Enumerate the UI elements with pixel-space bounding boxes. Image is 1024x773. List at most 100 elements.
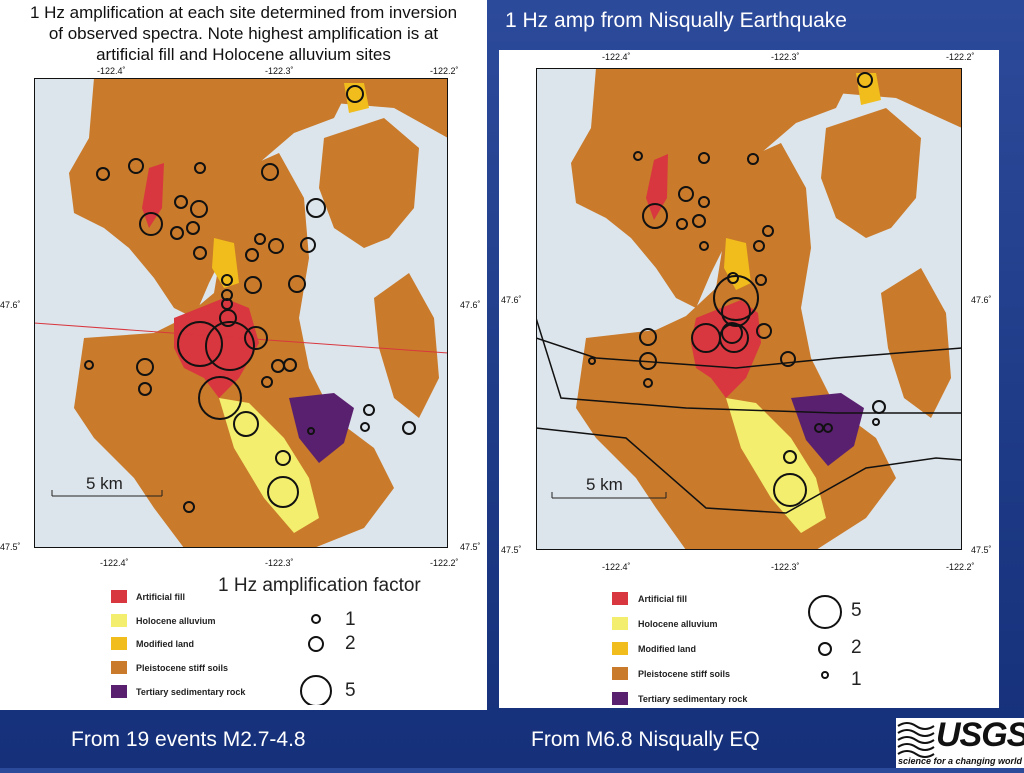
site-circle: [823, 423, 833, 433]
right-lon-tick-bottom-2: -122.3˚: [771, 562, 800, 572]
site-circle: [755, 274, 767, 286]
site-circle: [221, 298, 233, 310]
legend-label: Holocene alluvium: [638, 619, 718, 629]
site-circle: [136, 358, 154, 376]
site-circle: [186, 221, 200, 235]
site-circle: [245, 248, 259, 262]
site-circle: [642, 203, 668, 229]
legend-circle-label-1: 1: [345, 609, 356, 630]
right-lon-tick-top-2: -122.3˚: [771, 52, 800, 62]
legend-label: Pleistocene stiff soils: [136, 663, 229, 673]
site-circle: [588, 357, 596, 365]
site-circle: [233, 411, 259, 437]
site-circle: [721, 322, 743, 344]
site-circle: [402, 421, 416, 435]
profile-line: [34, 322, 448, 354]
profile-line-1: [536, 337, 962, 369]
left-title-line-2: of observed spectra. Note highest amplif…: [48, 24, 439, 43]
left-lon-tick-top-3: -122.2˚: [430, 66, 459, 76]
legend-circle-5: [300, 675, 332, 705]
legend-swatch-modified-land: [111, 637, 127, 650]
legend-swatch-modified-land: [612, 642, 628, 655]
scale-bar-label: 5 km: [586, 475, 623, 494]
legend-circle-scale: [300, 614, 332, 705]
left-lon-tick-bottom-2: -122.3˚: [265, 558, 294, 568]
holocene-alluvium-area: [219, 398, 319, 533]
profile-line-3: [536, 427, 962, 514]
site-circle: [198, 376, 242, 420]
site-circle: [244, 326, 268, 350]
right-caption: From M6.8 Nisqually EQ: [531, 728, 760, 751]
site-circle: [190, 200, 208, 218]
pleistocene-north: [69, 78, 354, 318]
left-title-line-1: 1 Hz amplification at each site determin…: [29, 3, 458, 22]
legend-swatch-pleistocene: [111, 661, 127, 674]
frame: [34, 78, 448, 548]
site-circle: [678, 186, 694, 202]
site-circle: [174, 195, 188, 209]
site-circles: [588, 72, 886, 507]
slide-title: 1 Hz amp from Nisqually Earthquake: [505, 9, 847, 32]
site-circle: [699, 241, 709, 251]
site-circle: [857, 72, 873, 88]
right-lon-tick-top-3: -122.2˚: [946, 52, 975, 62]
legend-circle-scale: [808, 595, 842, 679]
site-circle: [205, 321, 255, 371]
legend-circle-1: [311, 614, 321, 624]
left-title-line-3: artificial fill and Holocene alluvium si…: [96, 45, 391, 64]
site-circle: [96, 167, 110, 181]
right-lat-tick-east-2: 47.5˚: [971, 545, 992, 555]
legend-circle-label-1: 1: [851, 669, 862, 690]
right-map: 5 km: [536, 68, 962, 550]
site-circle: [360, 422, 370, 432]
site-circle: [177, 321, 223, 367]
site-circle: [300, 237, 316, 253]
site-circle: [639, 352, 657, 370]
site-circle: [363, 404, 375, 416]
legend-label: Artificial fill: [638, 594, 688, 604]
site-circle: [753, 240, 765, 252]
legend-swatch-tertiary: [612, 692, 628, 705]
right-lon-tick-bottom-3: -122.2˚: [946, 562, 975, 572]
modified-land-north: [856, 73, 881, 105]
legend-label: Holocene alluvium: [136, 616, 216, 626]
right-lon-tick-top-1: -122.4˚: [602, 52, 631, 62]
site-circle: [268, 238, 284, 254]
left-lon-tick-bottom-3: -122.2˚: [430, 558, 459, 568]
site-circle: [84, 360, 94, 370]
usgs-tagline: science for a changing world: [898, 756, 1023, 766]
pleistocene-north-east-strip: [284, 78, 448, 138]
site-circle: [306, 198, 326, 218]
site-circle: [756, 323, 772, 339]
legend-label: Tertiary sedimentary rock: [136, 687, 246, 697]
site-circle: [267, 476, 299, 508]
site-circle: [346, 85, 364, 103]
site-circle: [872, 400, 886, 414]
right-lon-tick-bottom-1: -122.4˚: [602, 562, 631, 572]
legend-circle-5: [808, 595, 842, 629]
site-circle: [747, 153, 759, 165]
pleistocene-east: [319, 118, 419, 248]
site-circle: [139, 212, 163, 236]
site-circle: [639, 328, 657, 346]
site-circle: [691, 323, 721, 353]
left-lat-tick-west-1: 47.6˚: [0, 300, 21, 310]
site-circles: [84, 85, 416, 513]
left-title: 1 Hz amplification at each site determin…: [0, 2, 487, 65]
site-circle: [288, 275, 306, 293]
site-circle: [643, 378, 653, 388]
site-circle: [183, 501, 195, 513]
legend-circle-1: [821, 671, 829, 679]
frame: [536, 68, 962, 550]
left-lat-tick-west-2: 47.5˚: [0, 542, 21, 552]
site-circle: [633, 151, 643, 161]
left-lon-tick-top-2: -122.3˚: [265, 66, 294, 76]
pleistocene-east: [821, 108, 921, 238]
site-circle: [773, 473, 807, 507]
site-circle: [170, 226, 184, 240]
site-circle: [244, 276, 262, 294]
site-circle: [762, 225, 774, 237]
pleistocene-southeast: [374, 273, 439, 418]
site-circle: [698, 152, 710, 164]
usgs-logo: USGS science for a changing world: [896, 716, 1024, 768]
